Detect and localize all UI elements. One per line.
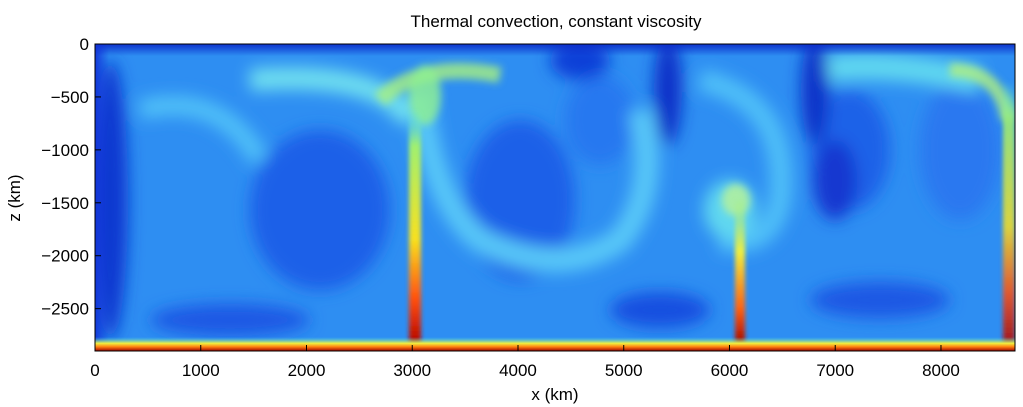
- x-tick-label: 2000: [288, 361, 326, 380]
- x-tick-label: 3000: [393, 361, 431, 380]
- x-tick-label: 6000: [711, 361, 749, 380]
- x-tick-label: 0: [90, 361, 99, 380]
- plot-frame: [94, 43, 1016, 352]
- x-tick-label: 1000: [182, 361, 220, 380]
- y-tick-label: −1500: [41, 194, 89, 213]
- y-axis-label: z (km): [5, 174, 24, 221]
- y-tick-label: −2000: [41, 247, 89, 266]
- plume-x6150: [735, 200, 745, 346]
- y-tick-label: −1000: [41, 141, 89, 160]
- x-axis: 0 1000 2000 3000 4000 5000 6000 7000 8000: [90, 345, 960, 380]
- x-axis-label: x (km): [531, 385, 578, 404]
- plumes: [409, 80, 1015, 346]
- plume-x3000: [409, 110, 421, 346]
- y-tick-label: −500: [51, 88, 89, 107]
- cold-top-boundary: [95, 44, 1015, 56]
- temperature-field: [95, 44, 1000, 340]
- chart-title: Thermal convection, constant viscosity: [410, 12, 702, 31]
- y-tick-label: −2500: [41, 300, 89, 319]
- y-axis: 0 −500 −1000 −1500 −2000 −2500: [41, 35, 101, 319]
- x-tick-label: 4000: [499, 361, 537, 380]
- x-tick-label: 5000: [605, 361, 643, 380]
- plot-area: [95, 44, 1015, 351]
- cold-left-boundary: [95, 44, 109, 351]
- plume-x8650: [1003, 80, 1015, 346]
- x-tick-label: 8000: [922, 361, 960, 380]
- x-tick-label: 7000: [816, 361, 854, 380]
- y-tick-label: 0: [80, 35, 89, 54]
- hot-bottom-boundary: [95, 337, 1015, 351]
